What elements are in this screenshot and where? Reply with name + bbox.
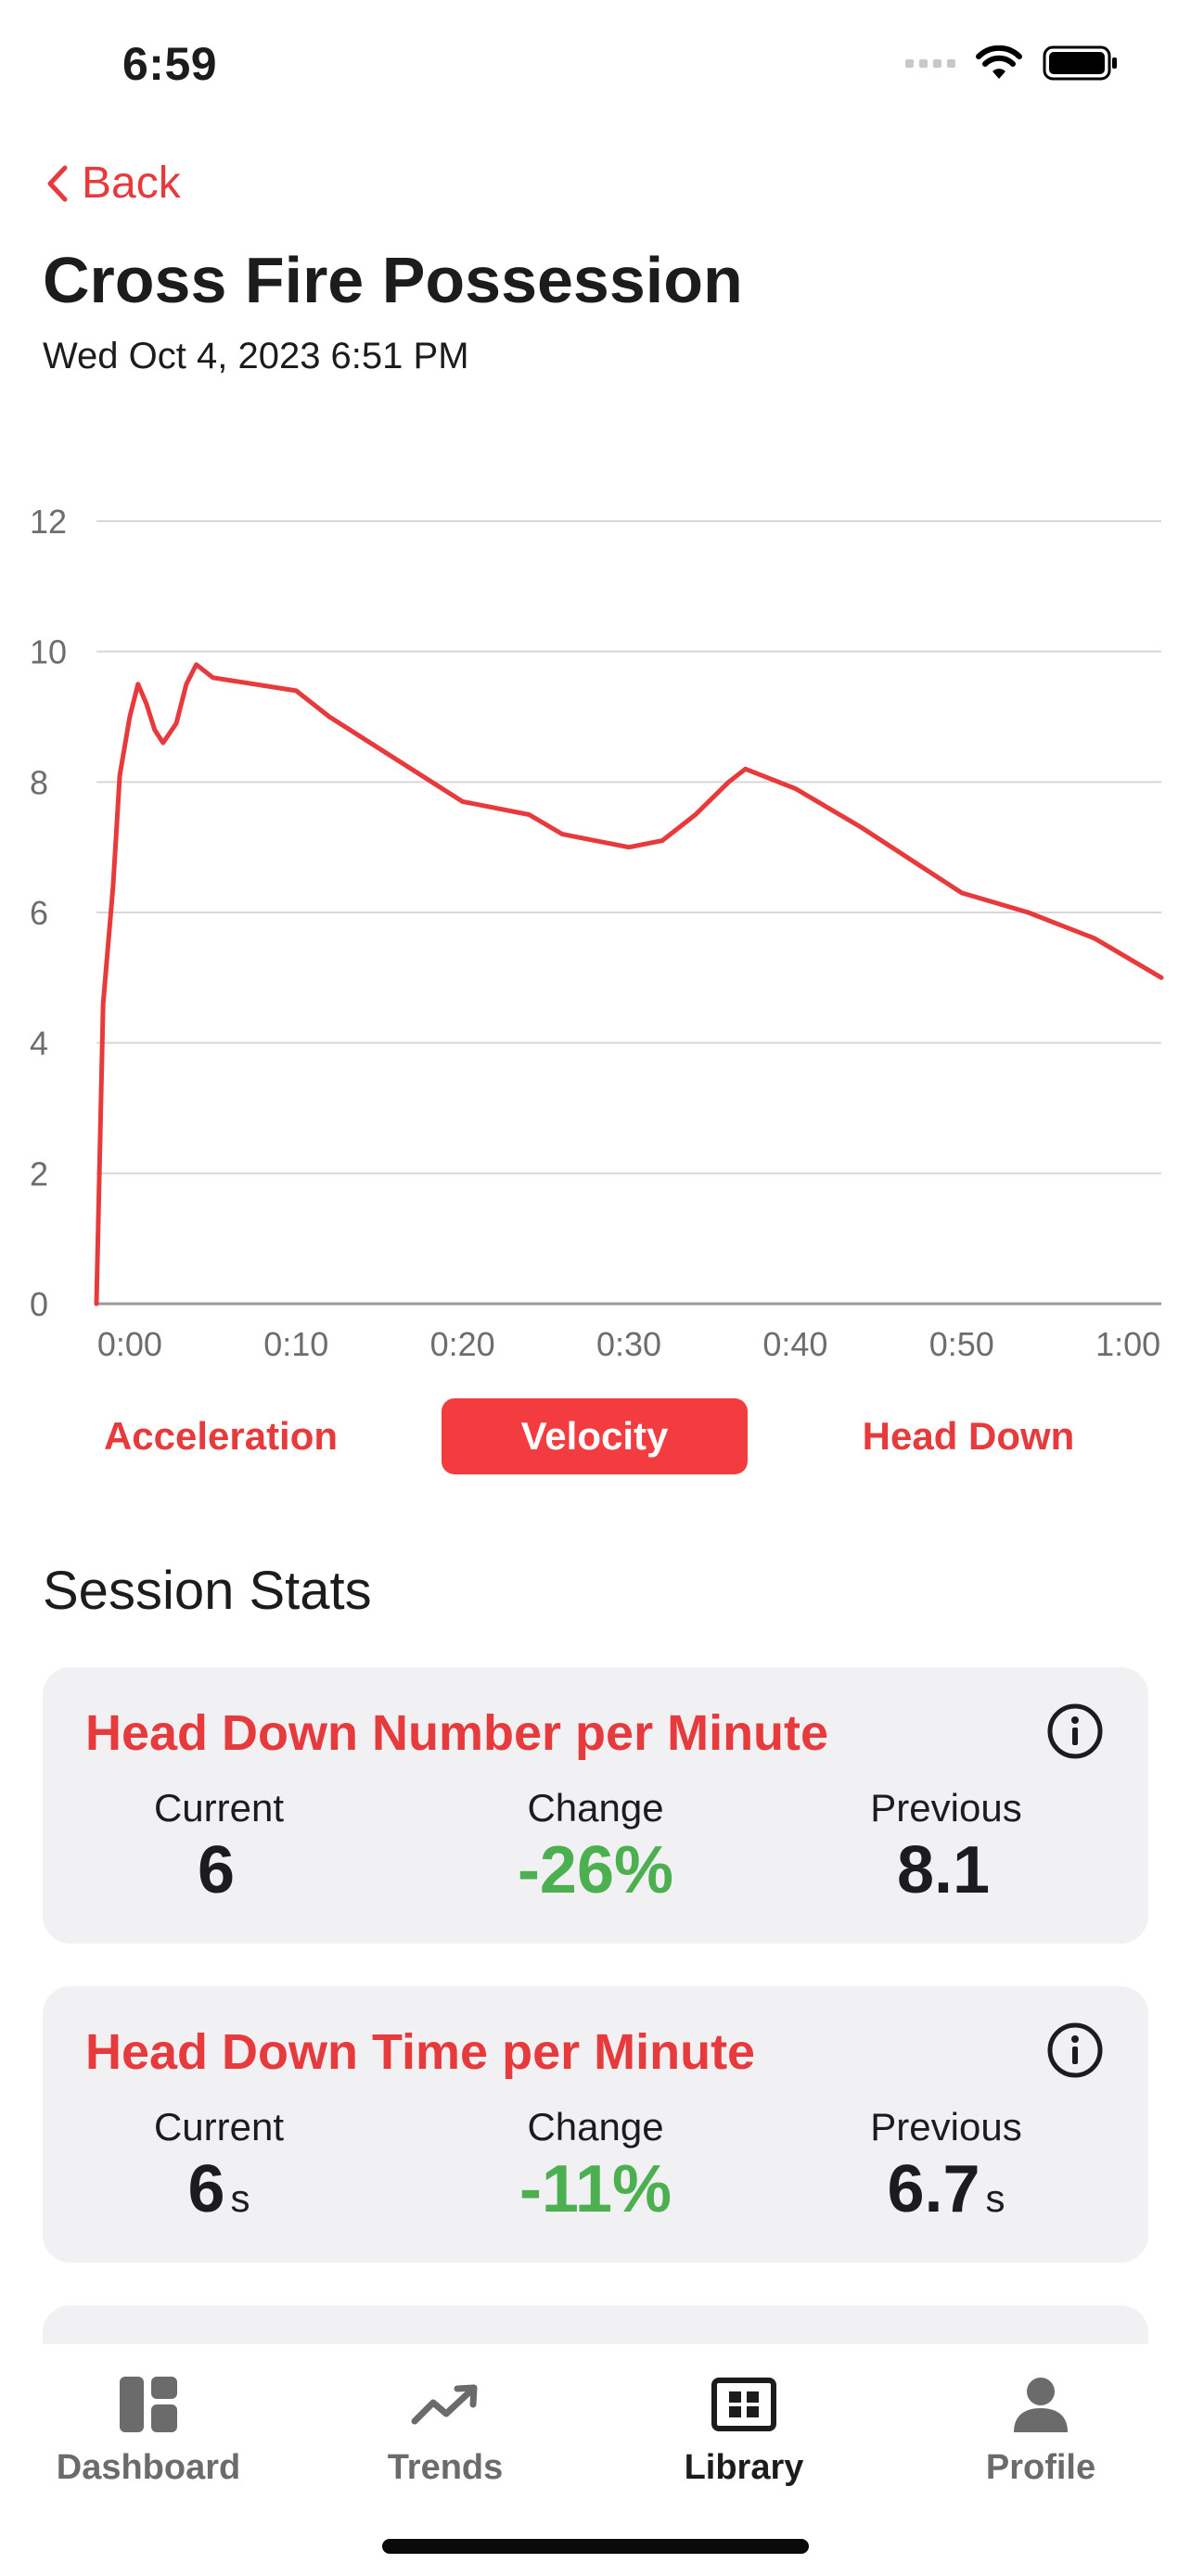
stat-current: Current 6 bbox=[43, 1786, 395, 1908]
chart-svg: 0 2 4 6 8 10 12 0:00 0:10 0:20 0:30 0:40 0:50 1:00 bbox=[30, 503, 1164, 1363]
tabbar-dashboard[interactable]: Dashboard bbox=[0, 2370, 297, 2488]
stat-change: Change -26% bbox=[419, 1786, 772, 1908]
y-tick-label: 4 bbox=[30, 1025, 48, 1063]
y-tick-label: 6 bbox=[30, 894, 48, 932]
tab-velocity[interactable]: Velocity bbox=[442, 1398, 748, 1474]
x-tick-label: 0:20 bbox=[430, 1325, 495, 1363]
tab-acceleration[interactable]: Acceleration bbox=[103, 1414, 339, 1458]
home-indicator bbox=[382, 2539, 809, 2554]
series-line bbox=[94, 662, 1164, 1307]
tabbar-label: Trends bbox=[387, 2448, 504, 2487]
trends-icon bbox=[411, 2384, 478, 2425]
info-icon[interactable] bbox=[1046, 2021, 1104, 2079]
session-date: Wed Oct 4, 2023 6:51 PM bbox=[43, 336, 469, 376]
tabbar-trends[interactable]: Trends bbox=[297, 2370, 594, 2488]
wifi-icon bbox=[976, 45, 1022, 79]
stat-previous: Previous 8.1 bbox=[770, 1786, 1122, 1908]
stat-card-head-down-number: Head Down Number per Minute Current 6 Ch… bbox=[43, 1667, 1148, 1944]
cellular-signal-icon bbox=[905, 58, 955, 68]
section-title: Session Stats bbox=[43, 1561, 372, 1621]
stat-current-label: Current bbox=[153, 2105, 285, 2149]
x-tick-label: 0:40 bbox=[762, 1325, 827, 1363]
y-tick-label: 0 bbox=[30, 1285, 48, 1323]
stat-current-label: Current bbox=[153, 1786, 285, 1830]
x-tick-label: 0:30 bbox=[596, 1325, 661, 1363]
y-tick-label: 8 bbox=[30, 763, 48, 801]
stat-previous-value: 6.7 s bbox=[887, 2152, 1005, 2226]
page-title: Cross Fire Possession bbox=[43, 244, 743, 316]
x-tick-label: 0:00 bbox=[97, 1325, 162, 1363]
velocity-chart: 0 2 4 6 8 10 12 0:00 0:10 0:20 0:30 0:40 0:50 1:00 bbox=[0, 464, 1191, 1372]
stat-change: Change -11% bbox=[419, 2105, 772, 2227]
chevron-left-icon bbox=[47, 165, 68, 201]
stat-current-value: 6 bbox=[197, 1833, 236, 1907]
stat-card-title: Head Down Time per Minute bbox=[85, 2024, 756, 2080]
tabbar-profile[interactable]: Profile bbox=[892, 2370, 1189, 2488]
x-tick-label: 0:10 bbox=[263, 1325, 328, 1363]
y-tick-label: 10 bbox=[30, 633, 67, 671]
tabbar-library[interactable]: Library bbox=[596, 2370, 892, 2488]
back-button[interactable]: Back bbox=[46, 158, 181, 209]
stat-previous-label: Previous bbox=[870, 1786, 1022, 1830]
back-label: Back bbox=[82, 159, 181, 208]
tabbar-label: Profile bbox=[985, 2448, 1096, 2487]
info-icon[interactable] bbox=[1046, 1702, 1104, 1760]
stat-change-value: -11% bbox=[519, 2152, 672, 2226]
stat-previous: Previous 6.7 s bbox=[770, 2105, 1122, 2227]
profile-icon bbox=[1014, 2378, 1068, 2432]
status-time: 6:59 bbox=[122, 38, 218, 90]
tabbar-label: Library bbox=[684, 2448, 804, 2487]
dashboard-icon bbox=[120, 2377, 177, 2432]
stat-change-label: Change bbox=[527, 1786, 664, 1830]
stat-change-value: -26% bbox=[517, 1833, 674, 1907]
status-bar: 6:59 bbox=[0, 0, 1191, 130]
battery-icon bbox=[1043, 45, 1117, 81]
bottom-tab-bar: Dashboard Trends Library bbox=[0, 2344, 1191, 2576]
y-tick-label: 2 bbox=[30, 1154, 48, 1192]
stat-previous-label: Previous bbox=[870, 2105, 1022, 2149]
stat-change-label: Change bbox=[527, 2105, 664, 2149]
x-tick-label: 0:50 bbox=[929, 1325, 994, 1363]
tabbar-label: Dashboard bbox=[56, 2448, 241, 2487]
status-icons bbox=[905, 45, 1119, 82]
metric-tabs: Acceleration Velocity Head Down bbox=[0, 1398, 1191, 1474]
tab-head-down[interactable]: Head Down bbox=[862, 1414, 1075, 1458]
stat-previous-value: 8.1 bbox=[896, 1833, 991, 1907]
y-tick-label: 12 bbox=[30, 503, 67, 541]
stat-card-title: Head Down Number per Minute bbox=[85, 1705, 829, 1761]
library-icon bbox=[711, 2378, 776, 2431]
x-tick-label: 1:00 bbox=[1095, 1325, 1160, 1363]
